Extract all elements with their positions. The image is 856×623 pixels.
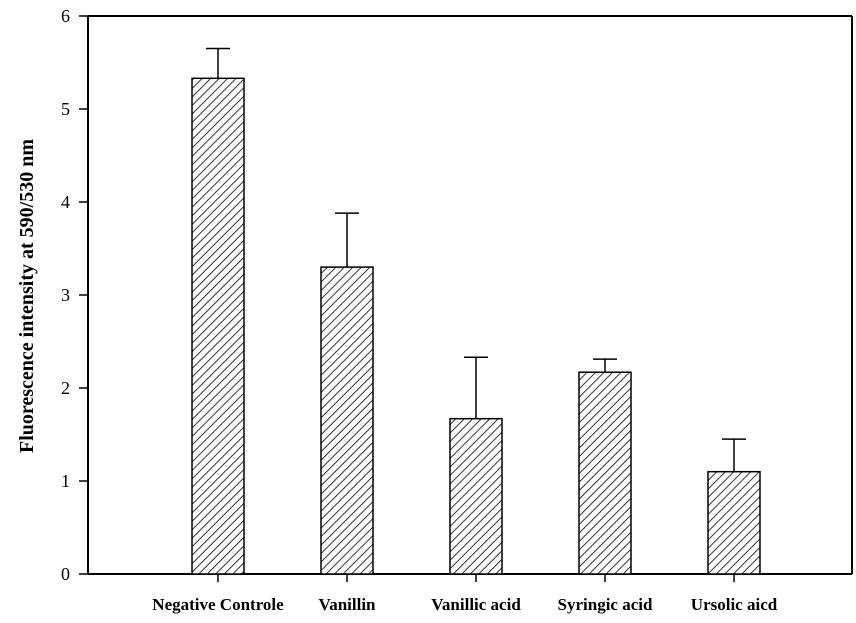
y-tick-label: 6 [61,6,70,26]
y-tick-label: 5 [61,99,70,119]
bar [191,77,245,575]
y-tick-label: 1 [61,471,70,491]
bars [191,77,761,575]
labels: 0 1 2 3 4 5 6 Negative Controle Vanillin Vanillic… [61,6,778,614]
y-tick-label: 3 [61,285,70,305]
x-tick-label: Vanillin [318,595,376,614]
y-tick-label: 2 [61,378,70,398]
bar [449,417,503,575]
x-tick-label: Syringic acid [558,595,653,614]
y-tick-label: 4 [61,192,70,212]
y-axis-title: Fluorescence intensity at 590/530 nm [16,139,38,453]
error-bars [206,47,746,472]
x-tick-label: Ursolic aicd [691,595,778,614]
bar [707,470,761,575]
bar [320,266,374,575]
bar [578,371,632,575]
x-tick-label: Negative Controle [152,595,284,614]
x-tick-label: Vanillic acid [431,595,521,614]
y-tick-label: 0 [61,564,70,584]
